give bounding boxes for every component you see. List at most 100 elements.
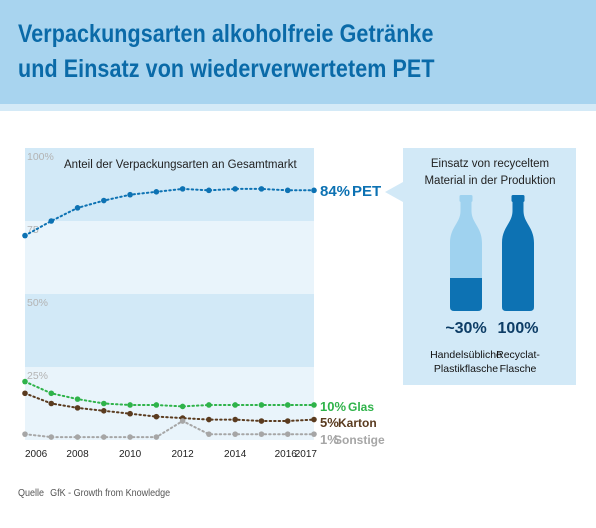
- series-layer: [22, 186, 317, 440]
- end-label-name-pet: PET: [352, 183, 381, 200]
- data-point-sonstige: [258, 431, 265, 437]
- end-label-value-sonstige: 1%: [320, 432, 339, 447]
- data-point-glas: [153, 402, 160, 408]
- data-point-sonstige: [153, 434, 160, 440]
- data-point-pet: [206, 187, 212, 194]
- data-point-glas: [232, 402, 238, 408]
- bottle-label-line-2: Plastikflasche: [434, 363, 498, 375]
- x-tick-label: 2012: [172, 449, 195, 460]
- data-point-pet: [22, 232, 28, 239]
- data-point-pet: [284, 187, 291, 194]
- end-label-name-glas: Glas: [348, 400, 374, 414]
- data-point-glas: [284, 402, 291, 408]
- data-point-karton: [22, 390, 28, 397]
- y-tick-label: 75: [27, 224, 39, 236]
- source-note: Quelle GfK - Growth from Knowledge: [18, 488, 170, 499]
- series-line-sonstige: [24, 419, 315, 439]
- data-point-sonstige: [48, 434, 55, 440]
- data-point-pet: [258, 186, 265, 192]
- end-label-name-sonstige: Sonstige: [334, 433, 385, 447]
- data-point-glas: [74, 396, 81, 402]
- data-point-karton: [101, 408, 107, 414]
- title-line-2: und Einsatz von wiederverwertetem PET: [18, 55, 435, 83]
- data-point-karton: [153, 413, 160, 420]
- x-tick-label: 2006: [25, 449, 48, 460]
- data-point-sonstige: [284, 431, 291, 437]
- data-point-karton: [48, 400, 55, 407]
- bottle-label-line-1: Handelsübliche: [430, 349, 502, 361]
- bottle-label-line-2: Flasche: [500, 363, 537, 375]
- data-point-karton: [206, 416, 212, 423]
- y-tick-label: 50%: [27, 297, 48, 309]
- data-point-karton: [311, 416, 317, 423]
- x-tick-label: 2014: [224, 449, 247, 460]
- end-label-value-glas: 10%: [320, 399, 346, 414]
- y-tick-labels: 100% 75 50% 25%: [27, 151, 54, 382]
- data-point-glas: [22, 378, 28, 385]
- x-tick-label: 2017: [295, 449, 318, 460]
- title-line-1: Verpackungsarten alkoholfreie Getränke: [18, 20, 434, 48]
- data-point-glas: [48, 390, 55, 397]
- bottle-cap: [459, 195, 473, 202]
- data-point-sonstige: [22, 431, 28, 437]
- source-text: GfK - Growth from Knowledge: [50, 488, 171, 499]
- series-line-glas: [24, 380, 315, 408]
- end-label-value-karton: 5%: [320, 415, 339, 430]
- data-point-glas: [311, 402, 317, 408]
- data-point-pet: [311, 187, 317, 194]
- data-point-pet: [74, 205, 81, 211]
- data-point-glas: [179, 403, 186, 410]
- chart-title: Anteil der Verpackungsarten an Gesamtmar…: [64, 159, 297, 171]
- x-tick-label: 2010: [119, 449, 142, 460]
- data-point-karton: [232, 416, 238, 423]
- grid-band: [25, 148, 314, 221]
- grid-band: [25, 294, 314, 367]
- panel-title-line-1: Einsatz von recyceltem: [431, 158, 549, 170]
- bottle-cap: [511, 195, 525, 202]
- grid-band: [25, 221, 314, 294]
- y-tick-label: 25%: [27, 370, 48, 382]
- grid-band: [25, 367, 314, 440]
- data-point-karton: [127, 410, 133, 417]
- end-label-name-karton: Karton: [338, 416, 377, 430]
- data-point-sonstige: [179, 418, 186, 424]
- data-point-glas: [206, 402, 212, 408]
- recycled-panel: Einsatz von recyceltem Material in der P…: [385, 148, 576, 385]
- data-point-sonstige: [74, 434, 81, 440]
- data-point-pet: [127, 191, 133, 198]
- y-tick-label: 100%: [27, 151, 54, 163]
- data-point-pet: [153, 189, 160, 195]
- data-point-sonstige: [101, 434, 107, 440]
- bottle-fill-level: [450, 278, 482, 311]
- data-point-karton: [258, 418, 265, 424]
- data-point-sonstige: [232, 431, 238, 437]
- data-point-pet: [48, 218, 55, 224]
- data-point-sonstige: [311, 431, 317, 437]
- data-point-glas: [258, 402, 265, 408]
- data-point-pet: [179, 186, 186, 192]
- end-labels: 84% PET 10% Glas 5% Karton 1%Sonstige: [320, 183, 385, 447]
- source-label: Quelle: [18, 488, 45, 499]
- data-point-pet: [101, 197, 107, 204]
- x-tick-label: 2008: [66, 449, 89, 460]
- header-banner: Verpackungsarten alkoholfreie Getränke u…: [0, 0, 596, 104]
- series-line-pet: [24, 187, 315, 237]
- data-point-sonstige: [206, 431, 212, 437]
- data-point-karton: [74, 405, 81, 411]
- bottle-label-line-1: Recyclat-: [496, 349, 540, 361]
- data-point-glas: [127, 402, 133, 408]
- data-point-sonstige: [127, 434, 133, 440]
- data-point-glas: [101, 400, 107, 407]
- grid-bands: [25, 148, 314, 440]
- header-divider: [0, 104, 596, 111]
- data-point-pet: [232, 186, 238, 192]
- end-label-value-pet: 84%: [320, 183, 350, 200]
- panel-title-line-2: Material in der Produktion: [424, 175, 555, 187]
- series-line-karton: [24, 392, 315, 422]
- bottle-percent: ~30%: [445, 320, 486, 337]
- x-tick-label: 2016: [275, 449, 298, 460]
- data-point-karton: [284, 418, 291, 424]
- bottle-percent: 100%: [498, 320, 539, 337]
